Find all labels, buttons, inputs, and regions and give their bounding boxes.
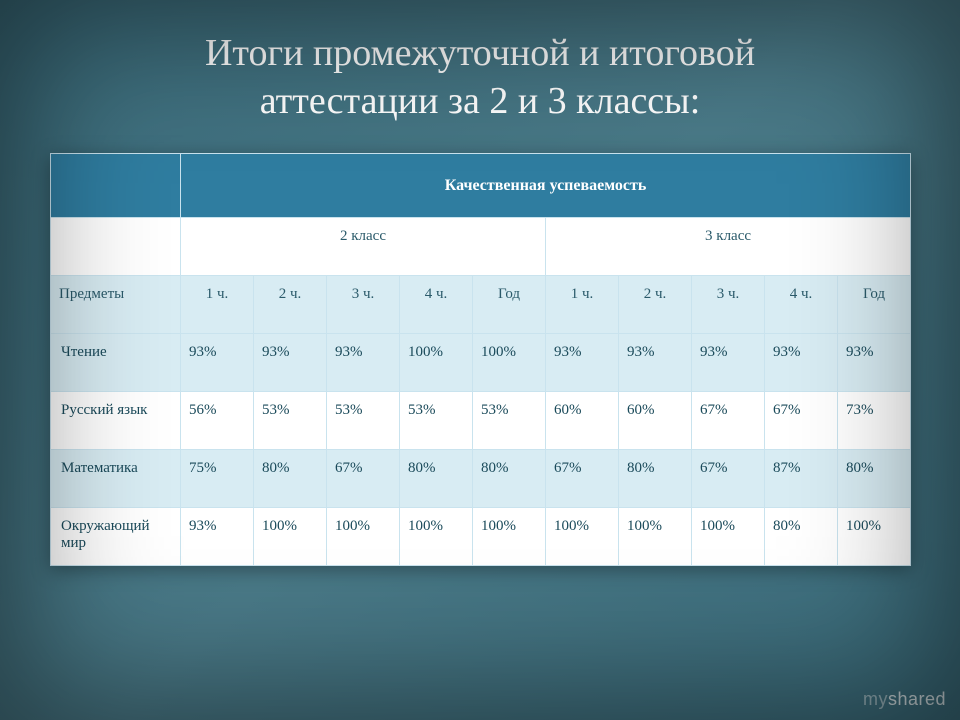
subject-cell: Чтение	[51, 334, 181, 392]
value-cell: 100%	[473, 508, 546, 566]
period-header: 1 ч.	[546, 276, 619, 334]
value-cell: 53%	[254, 392, 327, 450]
value-cell: 93%	[546, 334, 619, 392]
value-cell: 67%	[692, 392, 765, 450]
period-header: 4 ч.	[765, 276, 838, 334]
table-row: Окружающий мир 93% 100% 100% 100% 100% 1…	[51, 508, 911, 566]
period-header: Год	[838, 276, 911, 334]
value-cell: 93%	[765, 334, 838, 392]
watermark: myshared	[863, 689, 946, 710]
value-cell: 67%	[546, 450, 619, 508]
value-cell: 100%	[619, 508, 692, 566]
table-row: Русский язык 56% 53% 53% 53% 53% 60% 60%…	[51, 392, 911, 450]
period-header: 4 ч.	[400, 276, 473, 334]
value-cell: 80%	[254, 450, 327, 508]
value-cell: 100%	[473, 334, 546, 392]
class-header-3: 3 класс	[546, 218, 911, 276]
value-cell: 100%	[838, 508, 911, 566]
header-row-main: Качественная успеваемость	[51, 154, 911, 218]
period-header: Год	[473, 276, 546, 334]
value-cell: 67%	[327, 450, 400, 508]
value-cell: 87%	[765, 450, 838, 508]
value-cell: 93%	[181, 334, 254, 392]
slide-container: Итоги промежуточной и итоговой аттестаци…	[0, 0, 960, 720]
value-cell: 93%	[327, 334, 400, 392]
value-cell: 53%	[473, 392, 546, 450]
header-main-label: Качественная успеваемость	[181, 154, 911, 218]
value-cell: 73%	[838, 392, 911, 450]
period-header: 2 ч.	[619, 276, 692, 334]
subject-cell: Окружающий мир	[51, 508, 181, 566]
value-cell: 75%	[181, 450, 254, 508]
title-line-1: Итоги промежуточной и итоговой	[205, 32, 755, 74]
watermark-part2: shared	[888, 689, 946, 709]
header-row-periods: Предметы 1 ч. 2 ч. 3 ч. 4 ч. Год 1 ч. 2 …	[51, 276, 911, 334]
period-header: 2 ч.	[254, 276, 327, 334]
value-cell: 100%	[400, 508, 473, 566]
class-row-blank	[51, 218, 181, 276]
subject-cell: Русский язык	[51, 392, 181, 450]
period-header: 3 ч.	[327, 276, 400, 334]
value-cell: 53%	[327, 392, 400, 450]
table-container: Качественная успеваемость 2 класс 3 клас…	[50, 153, 910, 566]
value-cell: 67%	[692, 450, 765, 508]
period-header: 1 ч.	[181, 276, 254, 334]
performance-table: Качественная успеваемость 2 класс 3 клас…	[50, 153, 911, 566]
value-cell: 53%	[400, 392, 473, 450]
value-cell: 100%	[546, 508, 619, 566]
value-cell: 93%	[692, 334, 765, 392]
value-cell: 100%	[327, 508, 400, 566]
value-cell: 56%	[181, 392, 254, 450]
value-cell: 60%	[619, 392, 692, 450]
value-cell: 100%	[692, 508, 765, 566]
value-cell: 80%	[838, 450, 911, 508]
value-cell: 60%	[546, 392, 619, 450]
value-cell: 67%	[765, 392, 838, 450]
title-line-2: аттестации за 2 и 3 классы:	[260, 80, 701, 122]
subject-header: Предметы	[51, 276, 181, 334]
value-cell: 93%	[181, 508, 254, 566]
value-cell: 100%	[400, 334, 473, 392]
watermark-part1: my	[863, 689, 888, 709]
table-row: Чтение 93% 93% 93% 100% 100% 93% 93% 93%…	[51, 334, 911, 392]
value-cell: 80%	[400, 450, 473, 508]
header-row-classes: 2 класс 3 класс	[51, 218, 911, 276]
value-cell: 100%	[254, 508, 327, 566]
header-blank	[51, 154, 181, 218]
value-cell: 93%	[838, 334, 911, 392]
value-cell: 80%	[473, 450, 546, 508]
class-header-2: 2 класс	[181, 218, 546, 276]
value-cell: 93%	[254, 334, 327, 392]
value-cell: 93%	[619, 334, 692, 392]
table-row: Математика 75% 80% 67% 80% 80% 67% 80% 6…	[51, 450, 911, 508]
value-cell: 80%	[765, 508, 838, 566]
value-cell: 80%	[619, 450, 692, 508]
slide-title: Итоги промежуточной и итоговой аттестаци…	[50, 30, 910, 125]
period-header: 3 ч.	[692, 276, 765, 334]
subject-cell: Математика	[51, 450, 181, 508]
